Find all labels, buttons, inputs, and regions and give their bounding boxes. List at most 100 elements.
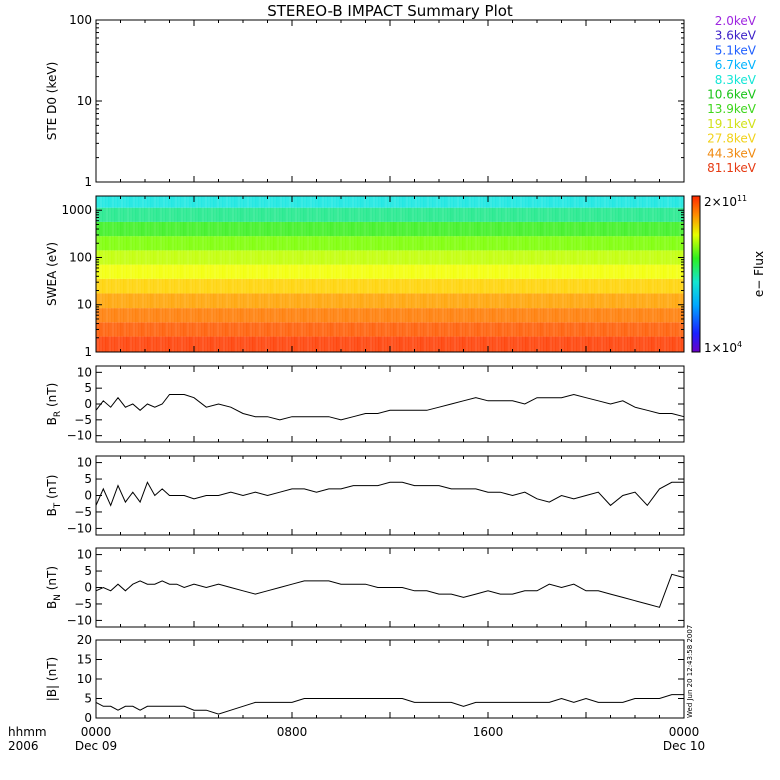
heatmap-cell <box>285 278 289 294</box>
heatmap-cell <box>567 207 571 222</box>
heatmap-cell <box>249 236 253 251</box>
heatmap-cell <box>480 250 484 265</box>
heatmap-cell <box>501 264 505 279</box>
heatmap-cell <box>168 196 172 208</box>
heatmap-cell <box>498 196 502 208</box>
heatmap-cell <box>540 221 544 237</box>
heatmap-cell <box>639 308 643 323</box>
heatmap-cell <box>273 250 277 265</box>
heatmap-cell <box>246 207 250 222</box>
heatmap-cell <box>570 196 574 208</box>
heatmap-cell <box>459 293 463 309</box>
heatmap-cell <box>510 264 514 279</box>
heatmap-cell <box>573 336 577 352</box>
heatmap-cell <box>498 278 502 294</box>
heatmap-cell <box>204 336 208 352</box>
heatmap-cell <box>297 207 301 222</box>
heatmap-cell <box>495 221 499 237</box>
heatmap-cell <box>219 278 223 294</box>
heatmap-cell <box>354 236 358 251</box>
heatmap-cell <box>291 196 295 208</box>
heatmap-cell <box>297 236 301 251</box>
heatmap-cell <box>549 308 553 323</box>
heatmap-cell <box>537 336 541 352</box>
heatmap-cell <box>555 322 559 337</box>
heatmap-cell <box>489 196 493 208</box>
heatmap-cell <box>348 196 352 208</box>
heatmap-cell <box>306 278 310 294</box>
heatmap-cell <box>228 221 232 237</box>
heatmap-cell <box>618 236 622 251</box>
heatmap-cell <box>471 196 475 208</box>
heatmap-cell <box>651 250 655 265</box>
heatmap-cell <box>354 293 358 309</box>
heatmap-cell <box>411 278 415 294</box>
heatmap-cell <box>207 322 211 337</box>
heatmap-cell <box>105 336 109 352</box>
y-tick-label: 0 <box>84 711 92 725</box>
heatmap-cell <box>102 196 106 208</box>
heatmap-cell <box>228 278 232 294</box>
heatmap-cell <box>102 308 106 323</box>
heatmap-cell <box>135 336 139 352</box>
heatmap-cell <box>585 250 589 265</box>
heatmap-cell <box>270 236 274 251</box>
heatmap-cell <box>471 308 475 323</box>
heatmap-cell <box>489 221 493 237</box>
heatmap-cell <box>387 236 391 251</box>
heatmap-cell <box>480 196 484 208</box>
heatmap-cell <box>135 221 139 237</box>
heatmap-cell <box>420 278 424 294</box>
heatmap-cell <box>159 308 163 323</box>
heatmap-cell <box>579 264 583 279</box>
heatmap-cell <box>390 221 394 237</box>
heatmap-cell <box>531 322 535 337</box>
heatmap-cell <box>567 196 571 208</box>
heatmap-cell <box>279 293 283 309</box>
heatmap-cell <box>582 207 586 222</box>
heatmap-cell <box>651 322 655 337</box>
heatmap-cell <box>237 278 241 294</box>
heatmap-cell <box>546 221 550 237</box>
heatmap-cell <box>414 322 418 337</box>
heatmap-cell <box>252 308 256 323</box>
heatmap-cell <box>507 196 511 208</box>
heatmap-cell <box>450 293 454 309</box>
heatmap-cell <box>294 196 298 208</box>
heatmap-cell <box>474 278 478 294</box>
heatmap-cell <box>519 293 523 309</box>
heatmap-cell <box>207 308 211 323</box>
heatmap-cell <box>267 322 271 337</box>
heatmap-cell <box>627 250 631 265</box>
heatmap-cell <box>414 308 418 323</box>
heatmap-cell <box>117 336 121 352</box>
heatmap-cell <box>507 278 511 294</box>
heatmap-cell <box>216 293 220 309</box>
heatmap-cell <box>177 278 181 294</box>
heatmap-cell <box>618 221 622 237</box>
heatmap-cell <box>318 336 322 352</box>
heatmap-cell <box>195 278 199 294</box>
heatmap-cell <box>636 308 640 323</box>
heatmap-cell <box>99 278 103 294</box>
heatmap-cell <box>423 250 427 265</box>
heatmap-cell <box>297 264 301 279</box>
heatmap-cell <box>456 278 460 294</box>
heatmap-cell <box>555 250 559 265</box>
heatmap-cell <box>672 221 676 237</box>
heatmap-cell <box>663 196 667 208</box>
heatmap-cell <box>120 308 124 323</box>
heatmap-cell <box>327 250 331 265</box>
heatmap-cell <box>216 196 220 208</box>
heatmap-cell <box>597 278 601 294</box>
heatmap-cell <box>666 308 670 323</box>
y-tick-label: 1 <box>84 345 92 359</box>
heatmap-cell <box>372 322 376 337</box>
heatmap-cell <box>219 207 223 222</box>
heatmap-cell <box>315 221 319 237</box>
heatmap-cell <box>354 207 358 222</box>
heatmap-cell <box>666 336 670 352</box>
heatmap-cell <box>624 196 628 208</box>
heatmap-cell <box>540 336 544 352</box>
heatmap-cell <box>126 236 130 251</box>
